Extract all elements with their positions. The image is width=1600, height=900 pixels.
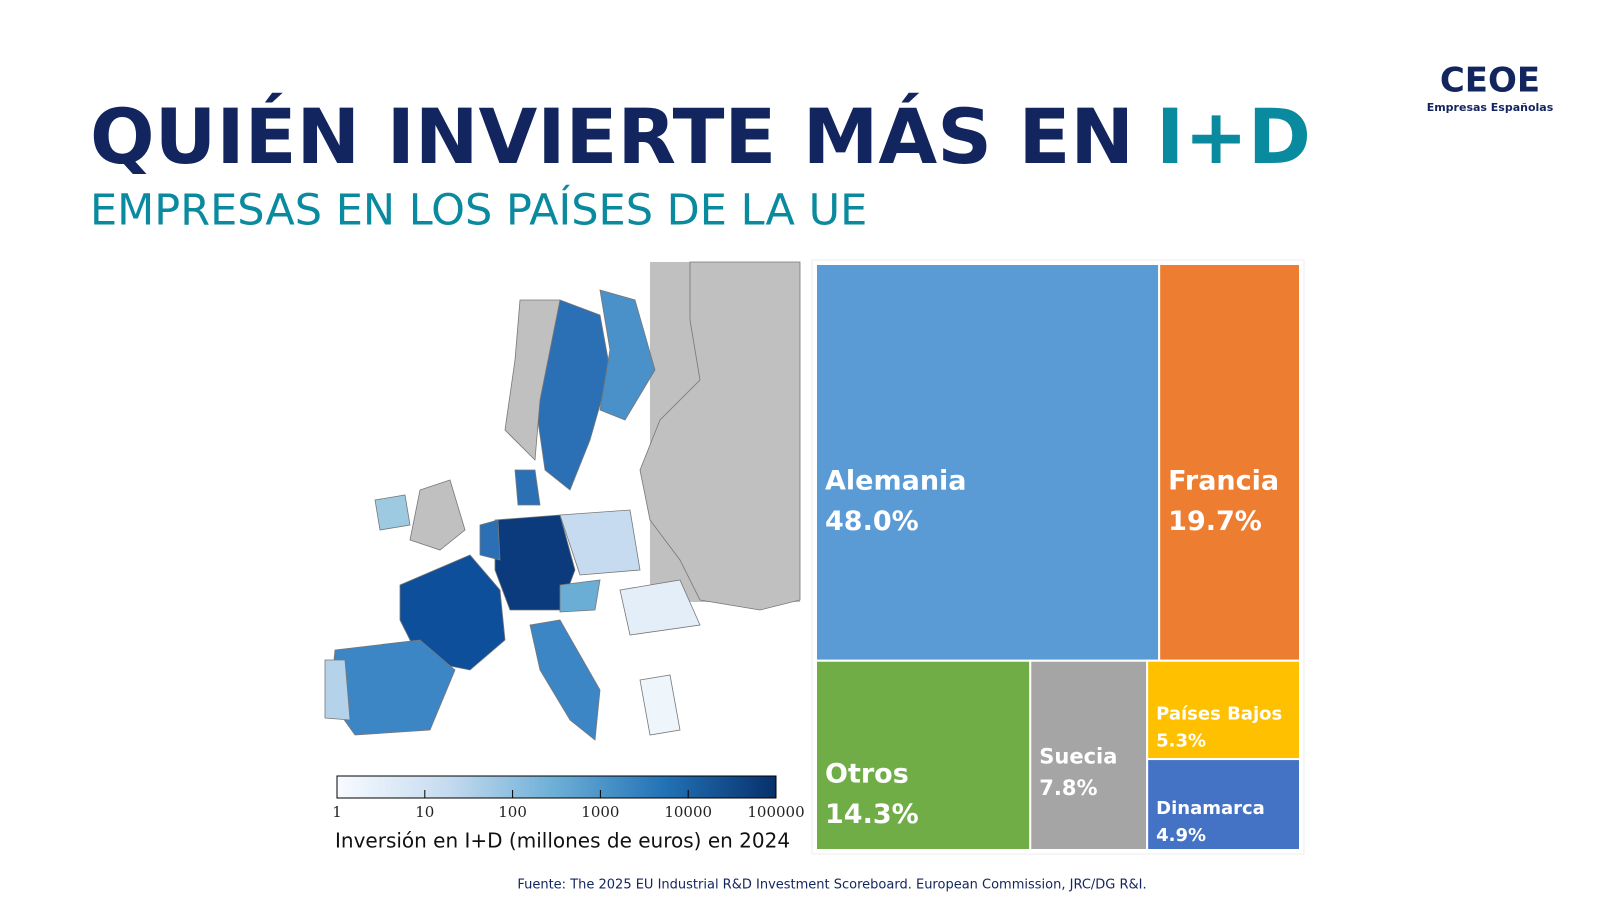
cell-value-label: 4.9% (1156, 825, 1206, 846)
cell-label: Alemania (825, 466, 967, 497)
map-finland (599, 289, 656, 421)
colorbar-title: Inversión en I+D (millones de euros) en … (335, 829, 790, 853)
map-ireland (374, 494, 411, 531)
title: QUIÉN INVIERTE MÁS EN I+D (90, 92, 1311, 181)
x-tick-label: 100 (498, 803, 527, 821)
title-main: QUIÉN INVIERTE MÁS EN (90, 92, 1134, 181)
cell-label: Otros (825, 759, 909, 790)
cell-label: Suecia (1039, 745, 1117, 769)
map-romania (619, 579, 701, 636)
source: Fuente: The 2025 EU Industrial R&D Inves… (517, 878, 1146, 893)
cell-value-label: 7.8% (1039, 776, 1097, 800)
x-tick-label: 1000 (581, 803, 619, 821)
x-tick-label: 100000 (747, 803, 804, 821)
cell-value-label: 14.3% (825, 799, 919, 830)
map-uk (409, 479, 466, 551)
title-highlight: I+D (1156, 92, 1311, 181)
map (324, 261, 801, 741)
cell-value-label: 19.7% (1168, 506, 1262, 537)
map-benelux (479, 519, 501, 561)
map-east (639, 261, 801, 611)
x-tick-label: 10 (415, 803, 434, 821)
treemap-cell (1158, 263, 1301, 662)
cell-label: Francia (1168, 466, 1279, 497)
map-france (399, 554, 506, 671)
map-italy (529, 619, 601, 741)
cell-label: Países Bajos (1156, 703, 1282, 724)
map-norway (504, 299, 561, 461)
subtitle: EMPRESAS EN LOS PAÍSES DE LA UE (90, 185, 867, 236)
x-tick-label: 1 (332, 803, 342, 821)
treemap-cell (1029, 659, 1149, 851)
map-portugal (324, 659, 351, 721)
cell-value-label: 48.0% (825, 506, 919, 537)
map-poland (559, 509, 641, 576)
logo: CEOE (1440, 61, 1540, 101)
treemap-frame (811, 259, 1305, 855)
treemap-cell (815, 659, 1032, 851)
treemap-cell (1146, 659, 1301, 761)
colorbar (336, 775, 777, 799)
cell-value-label: 5.3% (1156, 730, 1206, 751)
map-denmark (514, 469, 541, 506)
cell-label: Dinamarca (1156, 798, 1265, 819)
treemap-cell (1146, 758, 1301, 851)
logo-tagline: Empresas Españolas (1427, 101, 1554, 114)
map-greece (639, 674, 681, 736)
treemap-cell (815, 263, 1161, 662)
map-spain (329, 639, 456, 736)
x-tick-label: 10000 (664, 803, 712, 821)
map-austria (559, 579, 601, 613)
